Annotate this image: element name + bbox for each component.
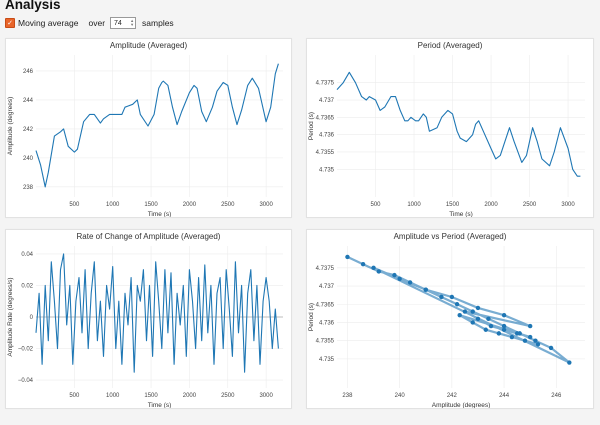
x-tick-label: 1000: [106, 202, 120, 208]
chart-title: Amplitude (Averaged): [110, 41, 188, 50]
y-tick-label: 4.7355: [316, 150, 335, 156]
rate-of-change-chart: Rate of Change of Amplitude (Averaged) −0…: [7, 232, 283, 408]
samples-value[interactable]: 74: [114, 19, 122, 27]
y-tick-label: −0.04: [18, 378, 34, 384]
series-line: [336, 71, 581, 177]
samples-stepper[interactable]: 74 ▲ ▼: [110, 17, 137, 29]
x-tick-label: 3000: [259, 393, 273, 399]
y-tick-label: 4.736: [319, 133, 335, 139]
x-tick-label: 238: [342, 393, 353, 399]
x-tick-label: 242: [447, 393, 458, 399]
y-tick-label: 238: [23, 185, 34, 191]
y-tick-label: 246: [23, 69, 34, 75]
x-tick-label: 1000: [106, 393, 120, 399]
y-tick-label: −0.02: [18, 347, 34, 353]
x-tick-label: 500: [69, 393, 80, 399]
stepper-arrows-icon[interactable]: ▲ ▼: [130, 18, 135, 27]
amplitude-chart-panel: Amplitude (Averaged) 238 240 242 244 246 500 10…: [5, 38, 292, 218]
y-tick-label: 4.7375: [316, 81, 335, 87]
y-axis-label: Period (s): [308, 303, 315, 331]
y-tick-label: 4.737: [319, 98, 335, 104]
x-tick-label: 3000: [259, 202, 273, 208]
y-tick-label: 4.7365: [316, 302, 335, 308]
x-axis-label: Time (s): [148, 402, 172, 408]
y-axis-label: Period (s): [308, 112, 315, 140]
period-chart-panel: Period (Averaged) 4.735 4.7355 4.736 4.7365 4…: [306, 38, 594, 218]
x-tick-label: 1500: [446, 202, 460, 208]
y-tick-label: 244: [23, 98, 34, 104]
x-tick-label: 2000: [183, 202, 197, 208]
x-tick-label: 1500: [144, 202, 158, 208]
y-tick-label: 4.736: [319, 320, 335, 326]
x-axis-label: Amplitude (degrees): [432, 402, 491, 408]
y-tick-label: 4.7365: [316, 115, 335, 121]
y-tick-label: 0.04: [21, 252, 33, 258]
x-tick-label: 2000: [183, 393, 197, 399]
check-icon: ✓: [7, 19, 13, 27]
rate-chart-panel: Rate of Change of Amplitude (Averaged) −0…: [5, 229, 292, 409]
x-axis-label: Time (s): [449, 211, 473, 217]
y-tick-label: 242: [23, 127, 34, 133]
y-axis-label: Amplitude (degrees): [7, 97, 14, 156]
y-tick-label: 240: [23, 156, 34, 162]
chart-title: Period (Averaged): [418, 41, 483, 50]
series-line: [35, 63, 279, 188]
amplitude-chart: Amplitude (Averaged) 238 240 242 244 246 500 10…: [7, 41, 283, 217]
series-trace: [346, 255, 570, 364]
x-tick-label: 3000: [561, 202, 575, 208]
y-tick-label: 4.7375: [316, 266, 335, 272]
chart-title: Rate of Change of Amplitude (Averaged): [77, 232, 221, 241]
y-tick-label: 4.735: [319, 357, 335, 363]
x-axis-label: Time (s): [148, 211, 172, 217]
samples-label: samples: [142, 18, 174, 28]
x-tick-label: 2500: [221, 393, 235, 399]
amplitude-vs-period-chart: Amplitude vs Period (Averaged) 4.735 4.735…: [308, 232, 585, 408]
y-tick-label: 4.7355: [316, 339, 335, 345]
over-label: over: [88, 18, 106, 28]
y-tick-label: 4.737: [319, 284, 335, 290]
page-title: Analysis: [5, 0, 61, 12]
y-tick-label: 4.735: [319, 167, 335, 173]
x-tick-label: 1500: [144, 393, 158, 399]
x-tick-label: 244: [499, 393, 510, 399]
x-tick-label: 2500: [523, 202, 537, 208]
y-axis-label: Amplitude Rate (degrees/s): [7, 277, 14, 356]
x-tick-label: 1000: [407, 202, 421, 208]
moving-average-checkbox[interactable]: ✓: [5, 18, 15, 28]
x-tick-label: 2000: [484, 202, 498, 208]
period-chart: Period (Averaged) 4.735 4.7355 4.736 4.7365 4…: [308, 41, 585, 217]
moving-average-controls: ✓ Moving average over 74 ▲ ▼ samples: [5, 16, 174, 30]
y-tick-label: 0.02: [21, 283, 33, 289]
x-tick-label: 500: [371, 202, 382, 208]
series-line: [35, 253, 279, 373]
moving-average-label[interactable]: Moving average: [18, 18, 79, 28]
scatter-chart-panel: Amplitude vs Period (Averaged) 4.735 4.735…: [306, 229, 594, 409]
x-tick-label: 2500: [221, 202, 235, 208]
chart-title: Amplitude vs Period (Averaged): [394, 232, 507, 241]
y-tick-label: 0: [30, 315, 34, 321]
x-tick-label: 246: [551, 393, 562, 399]
x-tick-label: 500: [69, 202, 80, 208]
x-tick-label: 240: [395, 393, 406, 399]
